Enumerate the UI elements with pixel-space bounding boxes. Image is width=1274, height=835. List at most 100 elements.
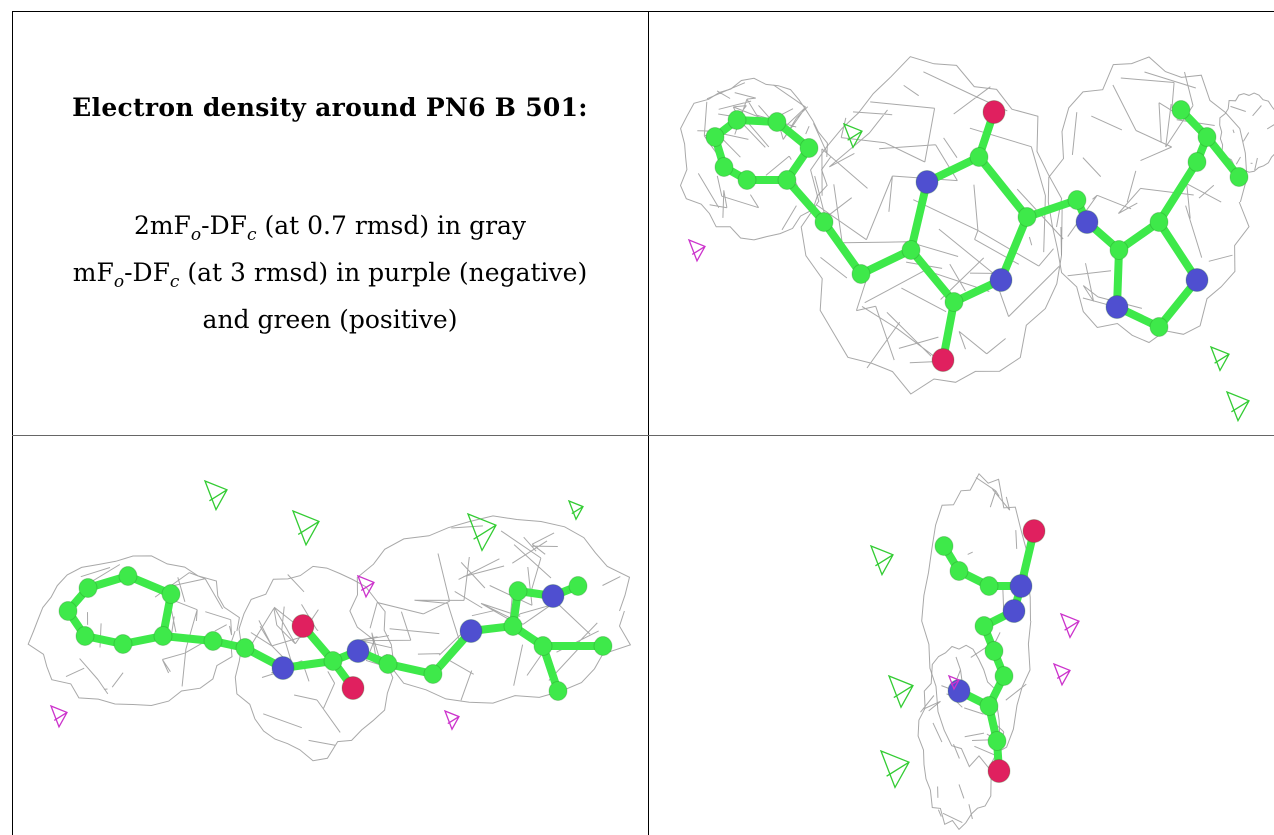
carbon-atom [851,264,871,284]
carbon-atom [714,157,734,177]
positive-density-blob [567,499,584,521]
carbon-atom [979,696,999,716]
carbon-atom [508,581,528,601]
positive-density-blob [842,122,863,149]
molecule-view-1 [679,56,1274,423]
carbon-atom [1197,127,1217,147]
carbon-atom [533,636,553,656]
positive-density-blob [203,479,228,512]
nitrogen-atom [541,583,565,609]
carbon-atom [593,636,613,656]
density-mesh [800,56,1064,395]
carbon-atom [235,638,255,658]
oxygen-atom [987,758,1011,784]
negative-density-blob [1052,662,1071,687]
legend-green-line: and green (positive) [202,305,458,334]
negative-density-blob [49,704,68,729]
carbon-atom [203,631,223,651]
nitrogen-atom [271,655,295,681]
carbon-atom [814,212,834,232]
carbon-atom [1067,190,1087,210]
top-border [12,11,1274,12]
carbon-atom [1149,212,1169,232]
carbon-atom [727,110,747,130]
carbon-atom [901,240,921,260]
carbon-atom [153,626,173,646]
carbon-atom [969,147,989,167]
carbon-atom [984,641,1004,661]
figure-grid: Electron density around PN6 B 501: 2mFo-… [12,11,1274,835]
carbon-atom [118,566,138,586]
carbon-atom [949,561,969,581]
carbon-atom [378,654,398,674]
positive-density-blob [879,749,910,789]
carbon-atom [979,576,999,596]
carbon-atom [323,651,343,671]
negative-density-blob [1059,612,1080,639]
carbon-atom [1149,317,1169,337]
nitrogen-atom [346,638,370,664]
carbon-atom [58,601,78,621]
carbon-atom [799,138,819,158]
positive-density-blob [1225,390,1250,423]
oxygen-atom [341,675,365,701]
carbon-atom [161,584,181,604]
positive-density-blob [1209,345,1230,372]
nitrogen-atom [1075,209,1099,235]
oxygen-atom [931,347,955,373]
carbon-atom [767,112,787,132]
carbon-atom [777,170,797,190]
carbon-atom [78,578,98,598]
negative-density-blob [356,574,375,599]
density-view-bottom-right [649,436,1274,835]
carbon-atom [1171,100,1191,120]
positive-density-blob [291,509,320,547]
negative-density-blob [947,674,960,691]
carbon-atom [548,681,568,701]
nitrogen-atom [915,169,939,195]
nitrogen-atom [459,618,483,644]
density-mesh [679,77,832,241]
carbon-atom [503,616,523,636]
carbon-atom [1017,207,1037,227]
negative-density-blob [687,238,706,263]
molecule-view-2 [27,479,632,762]
negative-density-blob [443,709,460,731]
carbon-atom [1229,167,1249,187]
carbon-atom [974,616,994,636]
nitrogen-atom [1002,598,1026,624]
oxygen-atom [982,99,1006,125]
middle-divider [12,435,1274,436]
caption-panel: Electron density around PN6 B 501: 2mFo-… [12,11,648,435]
carbon-atom [987,731,1007,751]
carbon-atom [113,634,133,654]
molecule-view-3 [869,472,1080,831]
density-view-top-right [649,12,1274,435]
oxygen-atom [1022,518,1046,544]
positive-density-blob [466,512,497,552]
carbon-atom [75,626,95,646]
center-divider [648,11,649,835]
caption-legend: 2mFo-DFc (at 0.7 rmsd) in gray mFo-DFc (… [12,207,648,339]
nitrogen-atom [989,267,1013,293]
carbon-atom [934,536,954,556]
oxygen-atom [291,613,315,639]
nitrogen-atom [1105,294,1129,320]
carbon-atom [705,127,725,147]
carbon-atom [423,664,443,684]
carbon-atom [737,170,757,190]
legend-gray-line: 2mFo-DFc (at 0.7 rmsd) in gray [133,211,527,245]
nitrogen-atom [1009,573,1033,599]
carbon-atom [1187,152,1207,172]
legend-purple-line: mFo-DFc (at 3 rmsd) in purple (negative) [72,258,588,292]
density-view-bottom-left [13,436,648,835]
positive-density-blob [887,674,914,709]
carbon-atom [568,576,588,596]
nitrogen-atom [1185,267,1209,293]
carbon-atom [994,666,1014,686]
carbon-atom [944,292,964,312]
carbon-atom [1109,240,1129,260]
left-border [12,11,13,835]
caption-title: Electron density around PN6 B 501: [72,93,588,122]
positive-density-blob [869,544,894,577]
